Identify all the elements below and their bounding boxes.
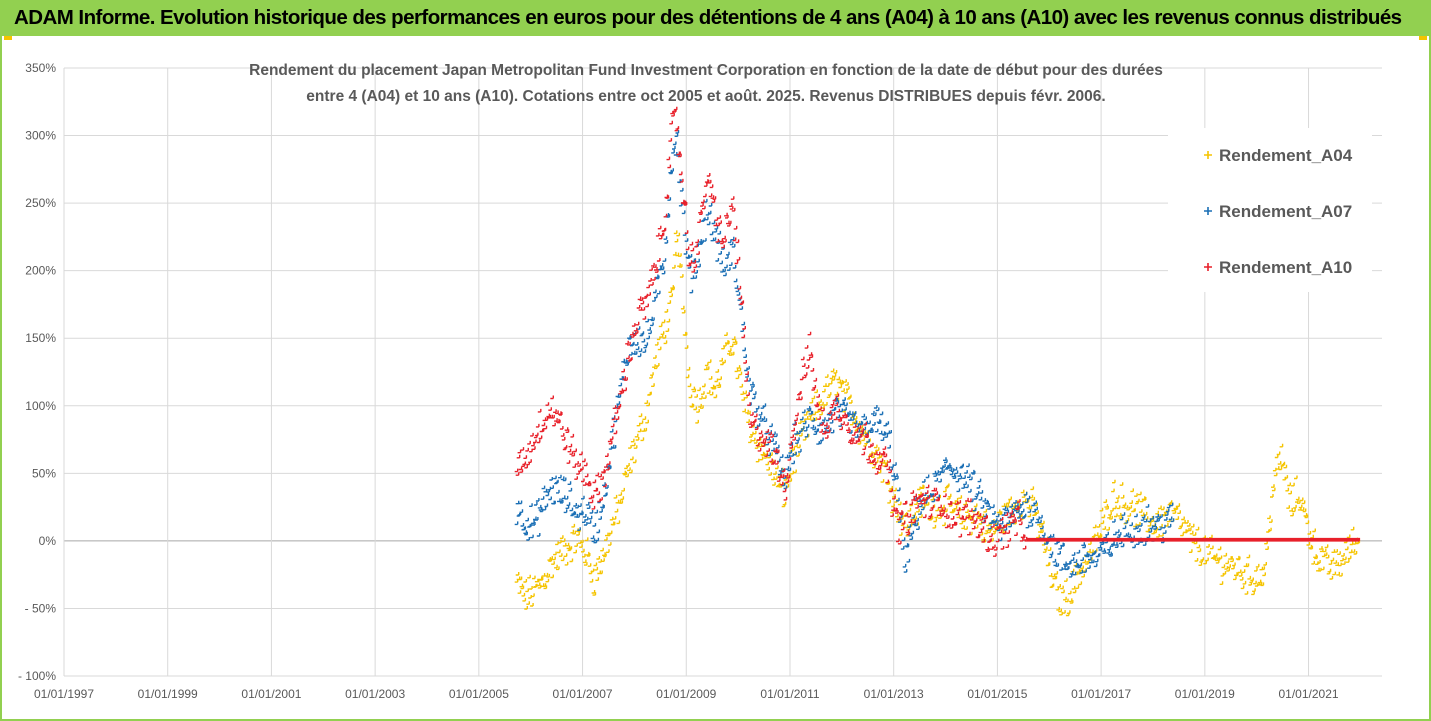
chart-legend: Rendement_A04 Rendement_A07 Rendement_A10 [1168, 128, 1372, 292]
x-tick-label: 01/01/2009 [656, 687, 716, 701]
legend-marker-icon [1204, 207, 1212, 215]
y-tick-label: 100% [25, 399, 56, 413]
report-title: ADAM Informe. Evolution historique des p… [14, 6, 1402, 29]
x-tick-label: 01/01/2003 [345, 687, 405, 701]
x-tick-label: 01/01/2017 [1071, 687, 1131, 701]
chart-title-line: Rendement du placement Japan Metropolita… [249, 62, 1163, 79]
series-Rendement_A10 [514, 106, 1361, 557]
legend-label: Rendement_A07 [1219, 202, 1352, 221]
x-tick-label: 01/01/2021 [1279, 687, 1339, 701]
legend-item: Rendement_A04 [1204, 146, 1353, 165]
y-tick-label: 150% [25, 331, 56, 345]
report-header: ADAM Informe. Evolution historique des p… [0, 0, 1431, 36]
chart-title-line: entre 4 (A04) et 10 ans (A10). Cotations… [306, 88, 1105, 105]
chart-area [0, 36, 1431, 721]
corner-marker [1419, 36, 1427, 40]
legend-marker-icon [1204, 151, 1212, 159]
gridlines [63, 67, 1382, 677]
chart-title: Rendement du placement Japan Metropolita… [249, 62, 1163, 105]
x-tick-label: 01/01/2007 [553, 687, 613, 701]
x-tick-label: 01/01/1997 [34, 687, 94, 701]
x-axis-ticks: 01/01/1997 01/01/1999 01/01/2001 01/01/2003… [34, 687, 1339, 701]
y-tick-label: 50% [32, 466, 56, 480]
data-point-markers [514, 106, 1361, 557]
y-tick-label: 200% [25, 264, 56, 278]
corner-marker [4, 36, 12, 40]
x-tick-label: 01/01/2015 [967, 687, 1027, 701]
legend-item: Rendement_A10 [1204, 258, 1352, 277]
y-tick-label: 250% [25, 196, 56, 210]
series-markers [514, 106, 1361, 617]
x-tick-label: 01/01/2005 [449, 687, 509, 701]
legend-label: Rendement_A04 [1219, 146, 1353, 165]
y-axis-ticks: - 100% - 50% 0% 50% 100% 150% 200% 250% 300% 350% [18, 61, 56, 683]
data-point-markers [514, 130, 1175, 578]
y-tick-label: 350% [25, 61, 56, 75]
legend-label: Rendement_A10 [1219, 258, 1352, 277]
y-tick-label: - 50% [25, 601, 57, 615]
x-tick-label: 01/01/1999 [138, 687, 198, 701]
y-tick-label: 0% [39, 534, 57, 548]
legend-item: Rendement_A07 [1204, 202, 1352, 221]
y-tick-label: 300% [25, 129, 56, 143]
x-tick-label: 01/01/2001 [241, 687, 301, 701]
x-tick-label: 01/01/2011 [760, 687, 819, 701]
x-tick-label: 01/01/2013 [864, 687, 924, 701]
legend-marker-icon [1204, 263, 1212, 271]
y-tick-label: - 100% [18, 669, 56, 683]
series-Rendement_A07 [514, 130, 1175, 578]
legend-box [1168, 128, 1372, 292]
x-tick-label: 01/01/2019 [1175, 687, 1235, 701]
